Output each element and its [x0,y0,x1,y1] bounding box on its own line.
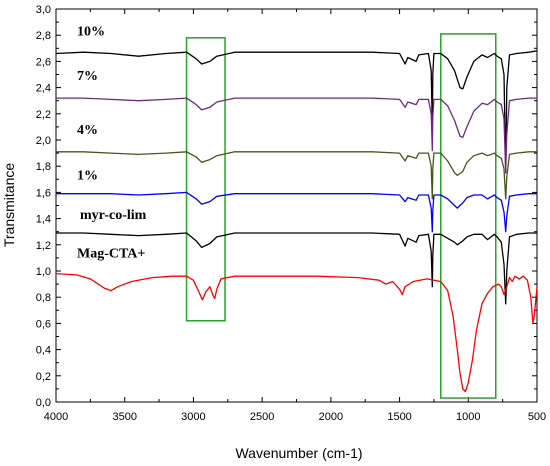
x-tick-label: 3500 [112,411,136,423]
y-tick-label: 1,2 [36,240,51,252]
y-tick-label: 2,0 [36,135,51,147]
series-line [56,232,537,305]
y-tick-label: 0,4 [36,345,51,357]
axes-frame [55,8,538,403]
highlight-box [185,37,226,322]
x-tick-label: 3000 [181,411,205,423]
x-tick-label: 4000 [44,411,68,423]
tick-labels: 0,0 0,2 0,4 0,6 0,8 1,0 1,2 1,4 1,6 1,8 2,0 2,2 2,4 2… [36,4,546,423]
plot-frame [55,8,538,403]
y-tick-label: 0,2 [36,371,51,383]
series-line [55,272,538,393]
y-tick-label: 2,2 [36,109,51,121]
series-line [56,191,537,233]
y-tick-label: 1,8 [36,161,51,173]
y-tick-label: 2,8 [36,30,51,42]
x-tick-label: 1500 [387,411,411,423]
y-tick-label: 1,6 [36,187,51,199]
y-tick-label: 2,4 [36,83,51,95]
highlight-box [440,33,497,399]
y-tick-label: 0,8 [36,292,51,304]
series-line [56,97,537,174]
series-lines [55,50,538,393]
x-tick-label: 500 [528,411,546,423]
series-label: 7% [77,69,98,84]
series-label: Mag-CTA+ [77,247,145,262]
series-label: 10% [77,25,105,40]
y-tick-label: 0,0 [36,397,51,409]
y-tick-label: 2,6 [36,56,51,68]
y-tick-label: 1,0 [36,266,51,278]
series-labels: 10% 7% 4% 1% myr-co-lim Mag-CTA+ [77,25,147,262]
x-axis-title: Wavenumber (cm-1) [235,445,362,461]
y-tick-label: 0,6 [36,318,51,330]
series-label: 1% [77,169,98,184]
series-line [56,151,537,200]
y-tick-label: 1,4 [36,214,51,226]
highlight-regions [185,33,497,399]
x-tick-label: 2000 [319,411,343,423]
series-label: 4% [77,123,98,138]
y-axis-title: Transmitance [1,163,17,248]
x-tick-label: 1000 [456,411,480,423]
series-label: myr-co-lim [80,208,147,223]
y-tick-label: 3,0 [36,4,51,16]
x-tick-label: 2500 [250,411,274,423]
